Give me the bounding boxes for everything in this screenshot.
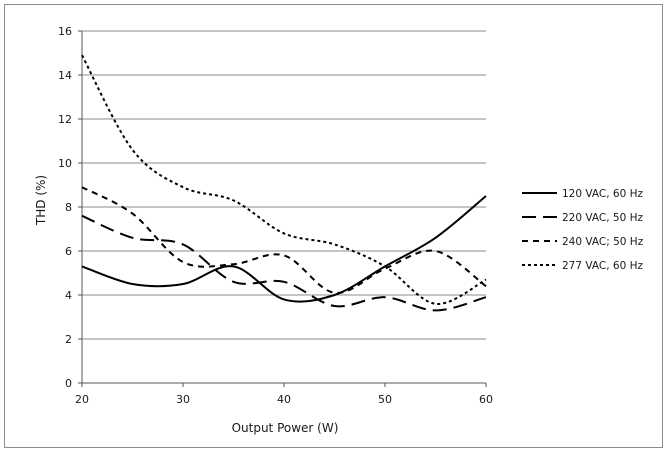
- x-tick-label: 40: [277, 393, 291, 406]
- legend-label-2: 220 VAC, 50 Hz: [562, 212, 643, 224]
- y-tick-label: 0: [65, 377, 72, 390]
- x-tick-label: 20: [75, 393, 89, 406]
- y-tick-label: 14: [58, 69, 72, 82]
- legend-label-4: 277 VAC, 60 Hz: [562, 260, 643, 272]
- x-tick-label: 60: [479, 393, 493, 406]
- y-tick-label: 10: [58, 157, 72, 170]
- legend-label-3: 240 VAC; 50 Hz: [562, 236, 644, 248]
- chart-frame: [4, 4, 663, 448]
- x-axis-label: Output Power (W): [232, 421, 339, 435]
- gridlines: [82, 30, 486, 340]
- legend: 120 VAC, 60 Hz 220 VAC, 50 Hz 240 VAC; 50 …: [522, 188, 644, 272]
- y-tick-label: 16: [58, 25, 72, 38]
- series-line-4: [81, 54, 487, 305]
- y-tick-label: 4: [65, 289, 72, 302]
- legend-label-1: 120 VAC, 60 Hz: [562, 188, 643, 200]
- series-lines: [81, 54, 487, 312]
- y-tick-label: 2: [65, 333, 72, 346]
- y-tick-labels: 0 2 4 6 8 10 12 14 16: [58, 25, 72, 390]
- y-axis-label: THD (%): [34, 175, 48, 226]
- x-tick-labels: 20 30 40 50 60: [75, 393, 493, 406]
- axes: [78, 30, 487, 387]
- series-line-2: [81, 214, 487, 312]
- series-line-1: [81, 195, 487, 303]
- x-tick-label: 30: [176, 393, 190, 406]
- series-line-3: [81, 186, 487, 294]
- y-tick-label: 6: [65, 245, 72, 258]
- x-tick-label: 50: [378, 393, 392, 406]
- y-tick-label: 12: [58, 113, 72, 126]
- y-tick-label: 8: [65, 201, 72, 214]
